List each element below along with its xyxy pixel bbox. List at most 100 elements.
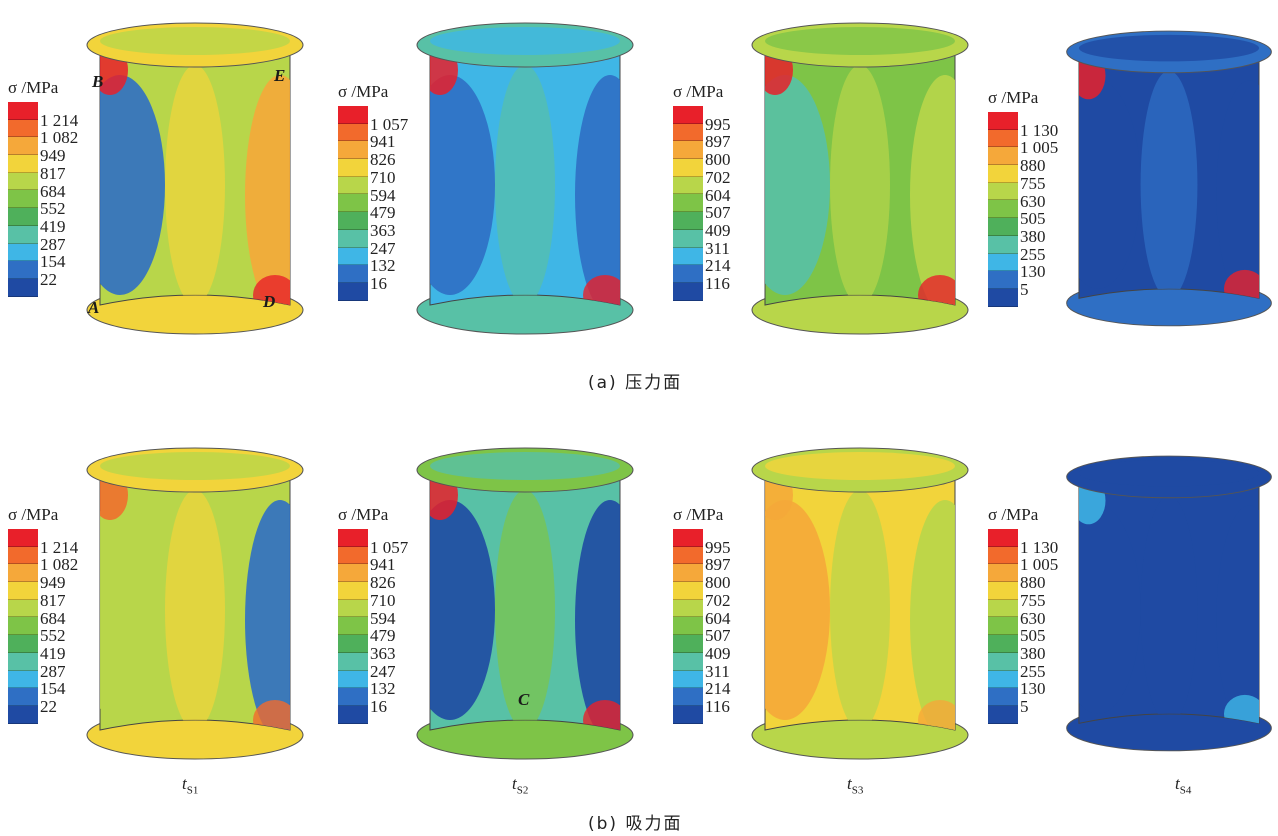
contour-left	[765, 75, 830, 295]
legend-value-label: 897	[705, 132, 731, 152]
legend-swatch	[8, 635, 38, 653]
legend-value-label: 419	[40, 643, 66, 663]
legend-value-label: 552	[40, 626, 66, 646]
legend-value-label: 897	[705, 555, 731, 575]
legend-swatch	[8, 670, 38, 689]
legend-swatch	[988, 705, 1018, 724]
blade-top-shade	[1078, 459, 1260, 487]
legend-value-label: 22	[40, 697, 57, 716]
legend-value-label: 817	[40, 590, 66, 610]
legend-value-label: 507	[705, 203, 731, 223]
legend-value-label: 941	[370, 132, 396, 152]
legend-value-label: 16	[370, 274, 387, 293]
legend-value-label: 995	[705, 537, 731, 557]
blade-contours	[765, 45, 955, 305]
legend-value-label: 826	[370, 150, 396, 170]
blade-contours	[1078, 476, 1260, 724]
contour-middle	[165, 65, 225, 305]
legend-swatch	[8, 278, 38, 297]
legend-swatch	[338, 141, 368, 160]
legend-value-label: 479	[370, 203, 396, 223]
blade-contours	[1078, 51, 1260, 299]
legend-swatch	[988, 652, 1018, 671]
legend-colorbar	[988, 112, 1018, 307]
legend-swatch	[988, 200, 1018, 219]
legend-swatch	[988, 529, 1018, 547]
legend-value-label: 1 057	[370, 537, 409, 557]
legend-value-label: 880	[1020, 156, 1046, 176]
legend-value-label: 1 214	[40, 537, 79, 557]
legend-value-label: 800	[705, 150, 731, 170]
legend-swatch	[338, 635, 368, 653]
legend-swatch	[338, 123, 368, 142]
legend-value-label: 710	[370, 167, 396, 187]
legend-swatch	[673, 265, 703, 283]
caption-suction-surface: (b) 吸力面	[588, 814, 683, 834]
legend-swatch	[338, 670, 368, 689]
blade-contours	[765, 470, 955, 730]
legend-colorbar	[8, 102, 38, 297]
contour-right	[575, 500, 620, 730]
legend-swatch	[8, 652, 38, 671]
legend-value-label: 1 082	[40, 128, 79, 148]
contour-right	[910, 75, 955, 305]
contour-right	[1216, 505, 1260, 724]
blade-top-shade	[765, 27, 955, 55]
legend-value-label: 594	[370, 608, 396, 628]
legend-swatch	[8, 172, 38, 191]
legend-swatch	[988, 670, 1018, 689]
blade-top-shade	[765, 452, 955, 480]
legend-value-label: 941	[370, 555, 396, 575]
legend-value-label: 505	[1020, 626, 1046, 646]
contour-left	[100, 500, 165, 720]
legend-value-label: 755	[1020, 173, 1046, 193]
legend-value-label: 995	[705, 114, 731, 134]
legend-swatch	[673, 159, 703, 177]
contour-middle	[495, 65, 555, 305]
legend-value-label: 684	[40, 608, 66, 628]
point-label-d: D	[263, 292, 276, 311]
legend-value-label: 1 005	[1020, 138, 1059, 158]
blade-top-shade	[430, 452, 620, 480]
point-label-e: E	[274, 66, 286, 85]
legend-swatch	[988, 546, 1018, 565]
legend-swatch	[8, 617, 38, 636]
time-label-s3: tS3	[847, 774, 864, 797]
blade-contours	[430, 45, 620, 305]
legend-swatch	[8, 155, 38, 173]
legend-swatch	[988, 271, 1018, 289]
legend-swatch	[673, 617, 703, 636]
legend-swatch	[338, 688, 368, 706]
legend-value-label: 255	[1020, 661, 1046, 681]
legend-value-label: 214	[705, 679, 731, 699]
legend-colorbar	[988, 529, 1018, 724]
time-label-s4: tS4	[1175, 774, 1192, 797]
blade-top-shade	[1078, 34, 1260, 62]
legend-value-label: 507	[705, 626, 731, 646]
legend-value-label: 630	[1020, 191, 1046, 211]
legend-b4: σ /MPa 1 130 1 005 880 755 630 505 380 255 130 5	[988, 505, 1058, 724]
legend-b2: σ /MPa 1 057 941 826 710 594 479 363 247 132 16	[338, 505, 408, 724]
legend-value-label: 702	[705, 167, 731, 187]
blade-a3	[751, 22, 969, 335]
legend-title: σ /MPa	[988, 505, 1039, 524]
legend-swatch	[8, 225, 38, 244]
legend-swatch	[988, 564, 1018, 583]
legend-colorbar	[673, 529, 703, 724]
legend-swatch	[8, 261, 38, 279]
contour-right	[245, 500, 290, 730]
legend-swatch	[988, 235, 1018, 254]
legend-title: σ /MPa	[338, 82, 389, 101]
legend-swatch	[338, 265, 368, 283]
legend-value-label: 702	[705, 590, 731, 610]
legend-value-label: 1 214	[40, 110, 79, 130]
legend-swatch	[673, 106, 703, 124]
legend-value-label: 630	[1020, 608, 1046, 628]
legend-value-label: 755	[1020, 590, 1046, 610]
legend-title: σ /MPa	[673, 505, 724, 524]
legend-swatch	[338, 582, 368, 600]
contour-left	[430, 500, 495, 720]
legend-swatch	[338, 106, 368, 124]
contour-middle	[165, 490, 225, 730]
legend-swatch	[8, 582, 38, 600]
